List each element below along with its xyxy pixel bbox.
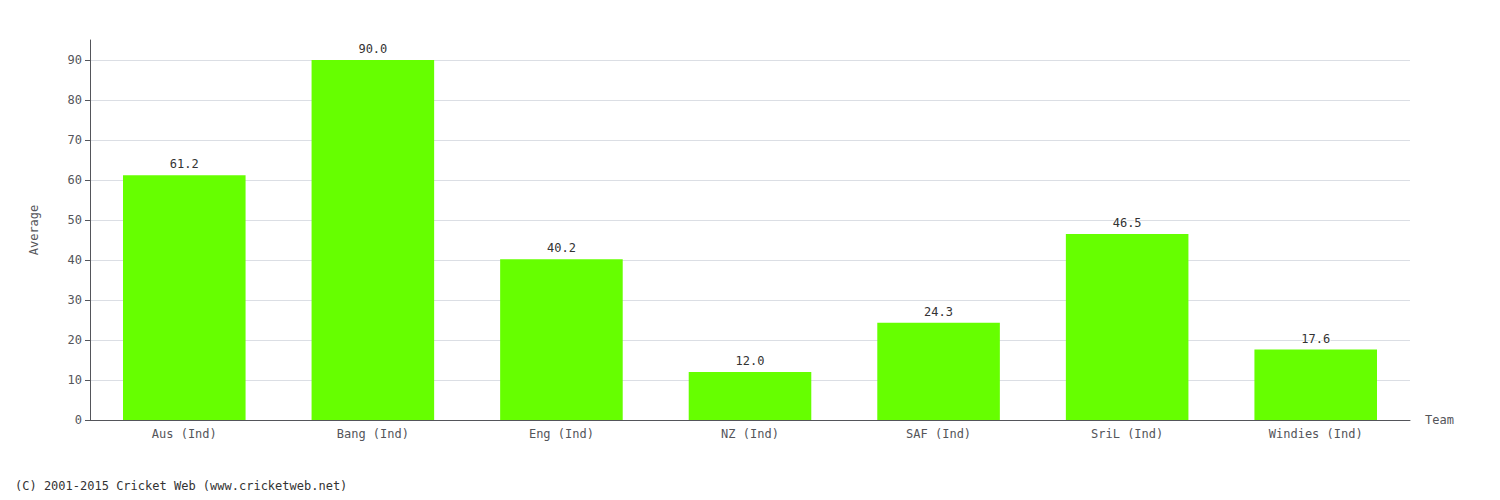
svg-text:50: 50 (68, 213, 82, 227)
svg-text:24.3: 24.3 (924, 305, 953, 319)
svg-text:80: 80 (68, 93, 82, 107)
svg-text:Bang (Ind): Bang (Ind) (337, 427, 409, 441)
svg-text:30: 30 (68, 293, 82, 307)
svg-text:SAF (Ind): SAF (Ind) (906, 427, 971, 441)
svg-text:70: 70 (68, 133, 82, 147)
svg-text:0: 0 (75, 413, 82, 427)
svg-text:10: 10 (68, 373, 82, 387)
svg-text:20: 20 (68, 333, 82, 347)
svg-text:60: 60 (68, 173, 82, 187)
svg-text:Aus (Ind): Aus (Ind) (152, 427, 217, 441)
svg-text:40.2: 40.2 (547, 241, 576, 255)
svg-text:46.5: 46.5 (1113, 216, 1142, 230)
svg-text:90: 90 (68, 53, 82, 67)
svg-text:NZ (Ind): NZ (Ind) (721, 427, 779, 441)
svg-text:Windies (Ind): Windies (Ind) (1269, 427, 1363, 441)
svg-text:12.0: 12.0 (736, 354, 765, 368)
svg-text:Eng (Ind): Eng (Ind) (529, 427, 594, 441)
svg-text:40: 40 (68, 253, 82, 267)
svg-text:SriL (Ind): SriL (Ind) (1091, 427, 1163, 441)
svg-text:90.0: 90.0 (358, 42, 387, 56)
svg-text:61.2: 61.2 (170, 157, 199, 171)
svg-text:17.6: 17.6 (1301, 332, 1330, 346)
svg-text:Average: Average (27, 205, 41, 256)
svg-text:Team: Team (1425, 413, 1454, 427)
svg-text:(C) 2001-2015 Cricket Web (www: (C) 2001-2015 Cricket Web (www.cricketwe… (15, 479, 347, 493)
